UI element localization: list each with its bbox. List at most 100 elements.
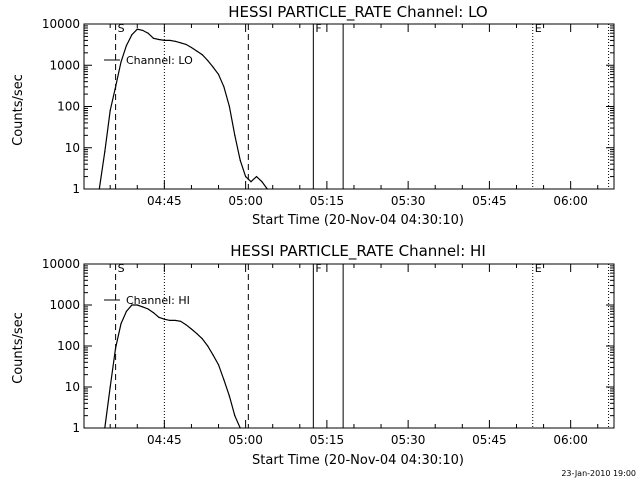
data-point [239, 159, 241, 161]
data-point [180, 42, 182, 44]
data-point [98, 188, 100, 190]
legend-label: Channel: LO [126, 54, 193, 67]
data-point [245, 175, 247, 178]
data-point [104, 427, 106, 429]
marker-label: E [535, 262, 542, 275]
data-point [109, 109, 111, 112]
series-line [104, 304, 241, 429]
x-tick-label: 05:15 [310, 433, 345, 447]
data-point [196, 333, 198, 335]
data-point [163, 39, 165, 42]
data-point [109, 386, 111, 388]
y-tick-label: 10000 [42, 257, 80, 271]
data-point [196, 50, 198, 52]
data-point [142, 306, 144, 308]
chart-title: HESSI PARTICLE_RATE Channel: LO [228, 3, 487, 22]
x-axis-label: Start Time (20-Nov-04 04:30:10) [252, 453, 464, 468]
data-point [255, 175, 258, 178]
data-point [158, 316, 160, 318]
data-point [115, 347, 117, 349]
y-tick-label: 1 [72, 182, 80, 196]
panel-lo: HESSI PARTICLE_RATE Channel: LO Start Ti… [11, 3, 615, 228]
x-tick-label: 05:30 [391, 194, 426, 208]
marker-label: S [118, 22, 125, 35]
data-point [201, 54, 203, 56]
data-point [234, 415, 236, 417]
x-tick-label: 04:45 [147, 433, 182, 447]
chart-title: HESSI PARTICLE_RATE Channel: HI [230, 242, 486, 261]
data-point [228, 395, 230, 397]
data-point [125, 44, 128, 47]
data-point [115, 86, 117, 88]
data-point [190, 46, 193, 49]
data-point [142, 29, 144, 31]
data-point [250, 181, 252, 183]
x-tick-label: 05:30 [391, 433, 426, 447]
data-point [266, 188, 268, 190]
data-point [136, 304, 138, 306]
data-point [125, 310, 128, 312]
x-tick-label: 06:00 [553, 194, 588, 208]
plot-frame [83, 23, 615, 190]
data-point [163, 318, 165, 320]
marker-label: S [118, 262, 125, 275]
y-tick-label: 1000 [49, 58, 80, 72]
generation-timestamp: 23-Jan-2010 19:00 [561, 469, 636, 478]
y-tick-label: 100 [57, 100, 80, 114]
data-point [234, 134, 236, 136]
data-point [152, 37, 155, 39]
data-point [131, 34, 133, 36]
data-point [120, 61, 122, 63]
plot-frame [83, 263, 615, 429]
data-point [152, 312, 155, 314]
data-point [185, 324, 187, 326]
data-point [223, 86, 225, 88]
y-tick-label: 10 [65, 380, 80, 394]
data-point [207, 59, 209, 62]
data-point [217, 73, 220, 76]
x-tick-label: 05:15 [310, 194, 345, 208]
y-tick-label: 10 [65, 141, 80, 155]
data-point [169, 39, 171, 42]
series-line [98, 28, 268, 190]
y-axis-label: Counts/sec [11, 312, 26, 384]
data-point [174, 40, 176, 42]
x-tick-label: 06:00 [553, 433, 588, 447]
data-point [147, 32, 149, 34]
y-tick-label: 100 [57, 339, 80, 353]
x-tick-label: 05:45 [472, 194, 507, 208]
data-point [212, 66, 214, 68]
y-axis-label: Counts/sec [11, 74, 26, 146]
data-point [207, 345, 209, 347]
marker-label: F [315, 262, 321, 275]
data-point [131, 304, 133, 306]
data-point [185, 43, 187, 46]
data-point [174, 319, 176, 322]
data-point [217, 364, 220, 366]
data-point [201, 338, 203, 340]
data-point [147, 308, 149, 310]
data-point [228, 105, 230, 108]
data-point [120, 323, 122, 325]
x-axis-label: Start Time (20-Nov-04 04:30:10) [252, 213, 464, 228]
data-point [239, 427, 241, 429]
y-tick-label: 1 [72, 421, 80, 435]
data-point [169, 319, 171, 322]
y-tick-label: 1000 [49, 298, 80, 312]
data-point [158, 38, 160, 41]
x-tick-label: 05:45 [472, 433, 507, 447]
y-tick-label: 10000 [42, 17, 80, 31]
data-point [261, 181, 263, 183]
data-point [136, 28, 138, 30]
data-point [212, 354, 214, 356]
x-tick-label: 05:00 [228, 433, 263, 447]
x-tick-label: 04:45 [147, 194, 182, 208]
marker-label: E [535, 22, 542, 35]
data-point [223, 379, 225, 381]
data-point [104, 151, 106, 153]
marker-label: F [315, 22, 321, 35]
x-tick-label: 05:00 [228, 194, 263, 208]
data-point [190, 328, 193, 330]
